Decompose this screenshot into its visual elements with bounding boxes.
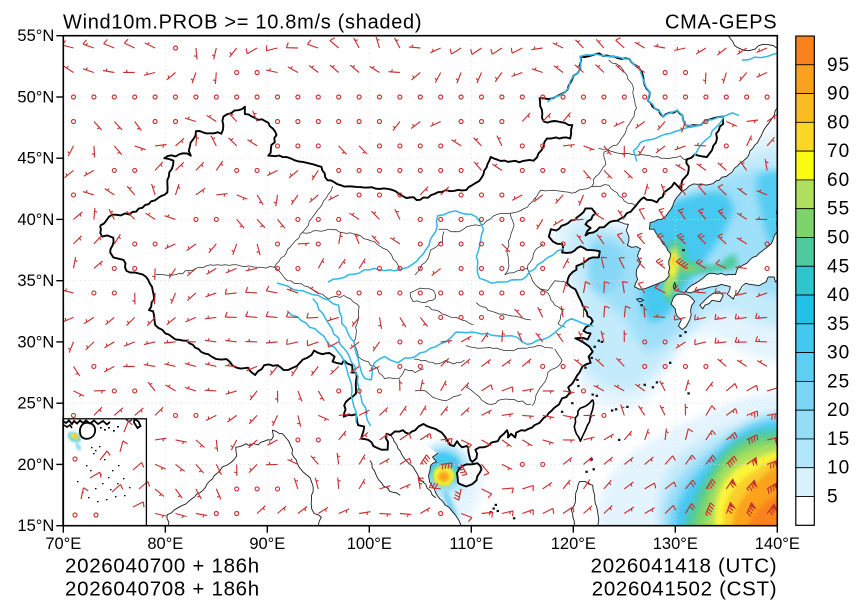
svg-text:CMA-GEPS: CMA-GEPS [665,12,777,34]
svg-text:35: 35 [827,314,850,335]
svg-text:50: 50 [827,228,850,249]
svg-text:90: 90 [827,84,850,105]
svg-text:Wind10m.PROB >= 10.8m/s (shade: Wind10m.PROB >= 10.8m/s (shaded) [63,12,422,34]
svg-text:25: 25 [827,371,850,392]
svg-text:130°E: 130°E [653,535,698,553]
svg-text:110°E: 110°E [449,535,493,553]
svg-text:70: 70 [827,141,850,162]
svg-text:15°N: 15°N [17,517,54,535]
svg-text:2026040708 + 186h: 2026040708 + 186h [65,578,260,601]
svg-text:140°E: 140°E [755,535,800,553]
svg-text:95: 95 [827,55,850,76]
svg-text:80°E: 80°E [147,535,183,553]
svg-text:45: 45 [827,256,850,277]
svg-text:120°E: 120°E [551,535,596,553]
svg-text:40: 40 [827,285,850,306]
svg-text:45°N: 45°N [17,150,54,168]
svg-text:35°N: 35°N [17,272,54,290]
svg-text:55: 55 [827,199,850,220]
svg-text:30: 30 [827,343,850,364]
svg-text:90°E: 90°E [249,535,285,553]
svg-text:55°N: 55°N [17,27,54,45]
svg-text:2026040700 + 186h: 2026040700 + 186h [65,555,260,578]
svg-text:20°N: 20°N [17,456,54,474]
svg-text:60: 60 [827,170,850,191]
svg-text:10: 10 [827,458,850,479]
svg-text:100°E: 100°E [347,535,392,553]
svg-text:5: 5 [827,487,839,508]
svg-text:2026041418 (UTC): 2026041418 (UTC) [591,555,778,578]
svg-text:30°N: 30°N [17,333,54,351]
svg-text:25°N: 25°N [17,395,54,413]
svg-text:40°N: 40°N [17,211,54,229]
svg-text:50°N: 50°N [17,89,54,107]
svg-text:70°E: 70°E [45,535,81,553]
svg-text:2026041502 (CST): 2026041502 (CST) [592,578,778,601]
svg-text:20: 20 [827,400,850,421]
svg-text:15: 15 [827,429,850,450]
svg-text:80: 80 [827,112,850,133]
